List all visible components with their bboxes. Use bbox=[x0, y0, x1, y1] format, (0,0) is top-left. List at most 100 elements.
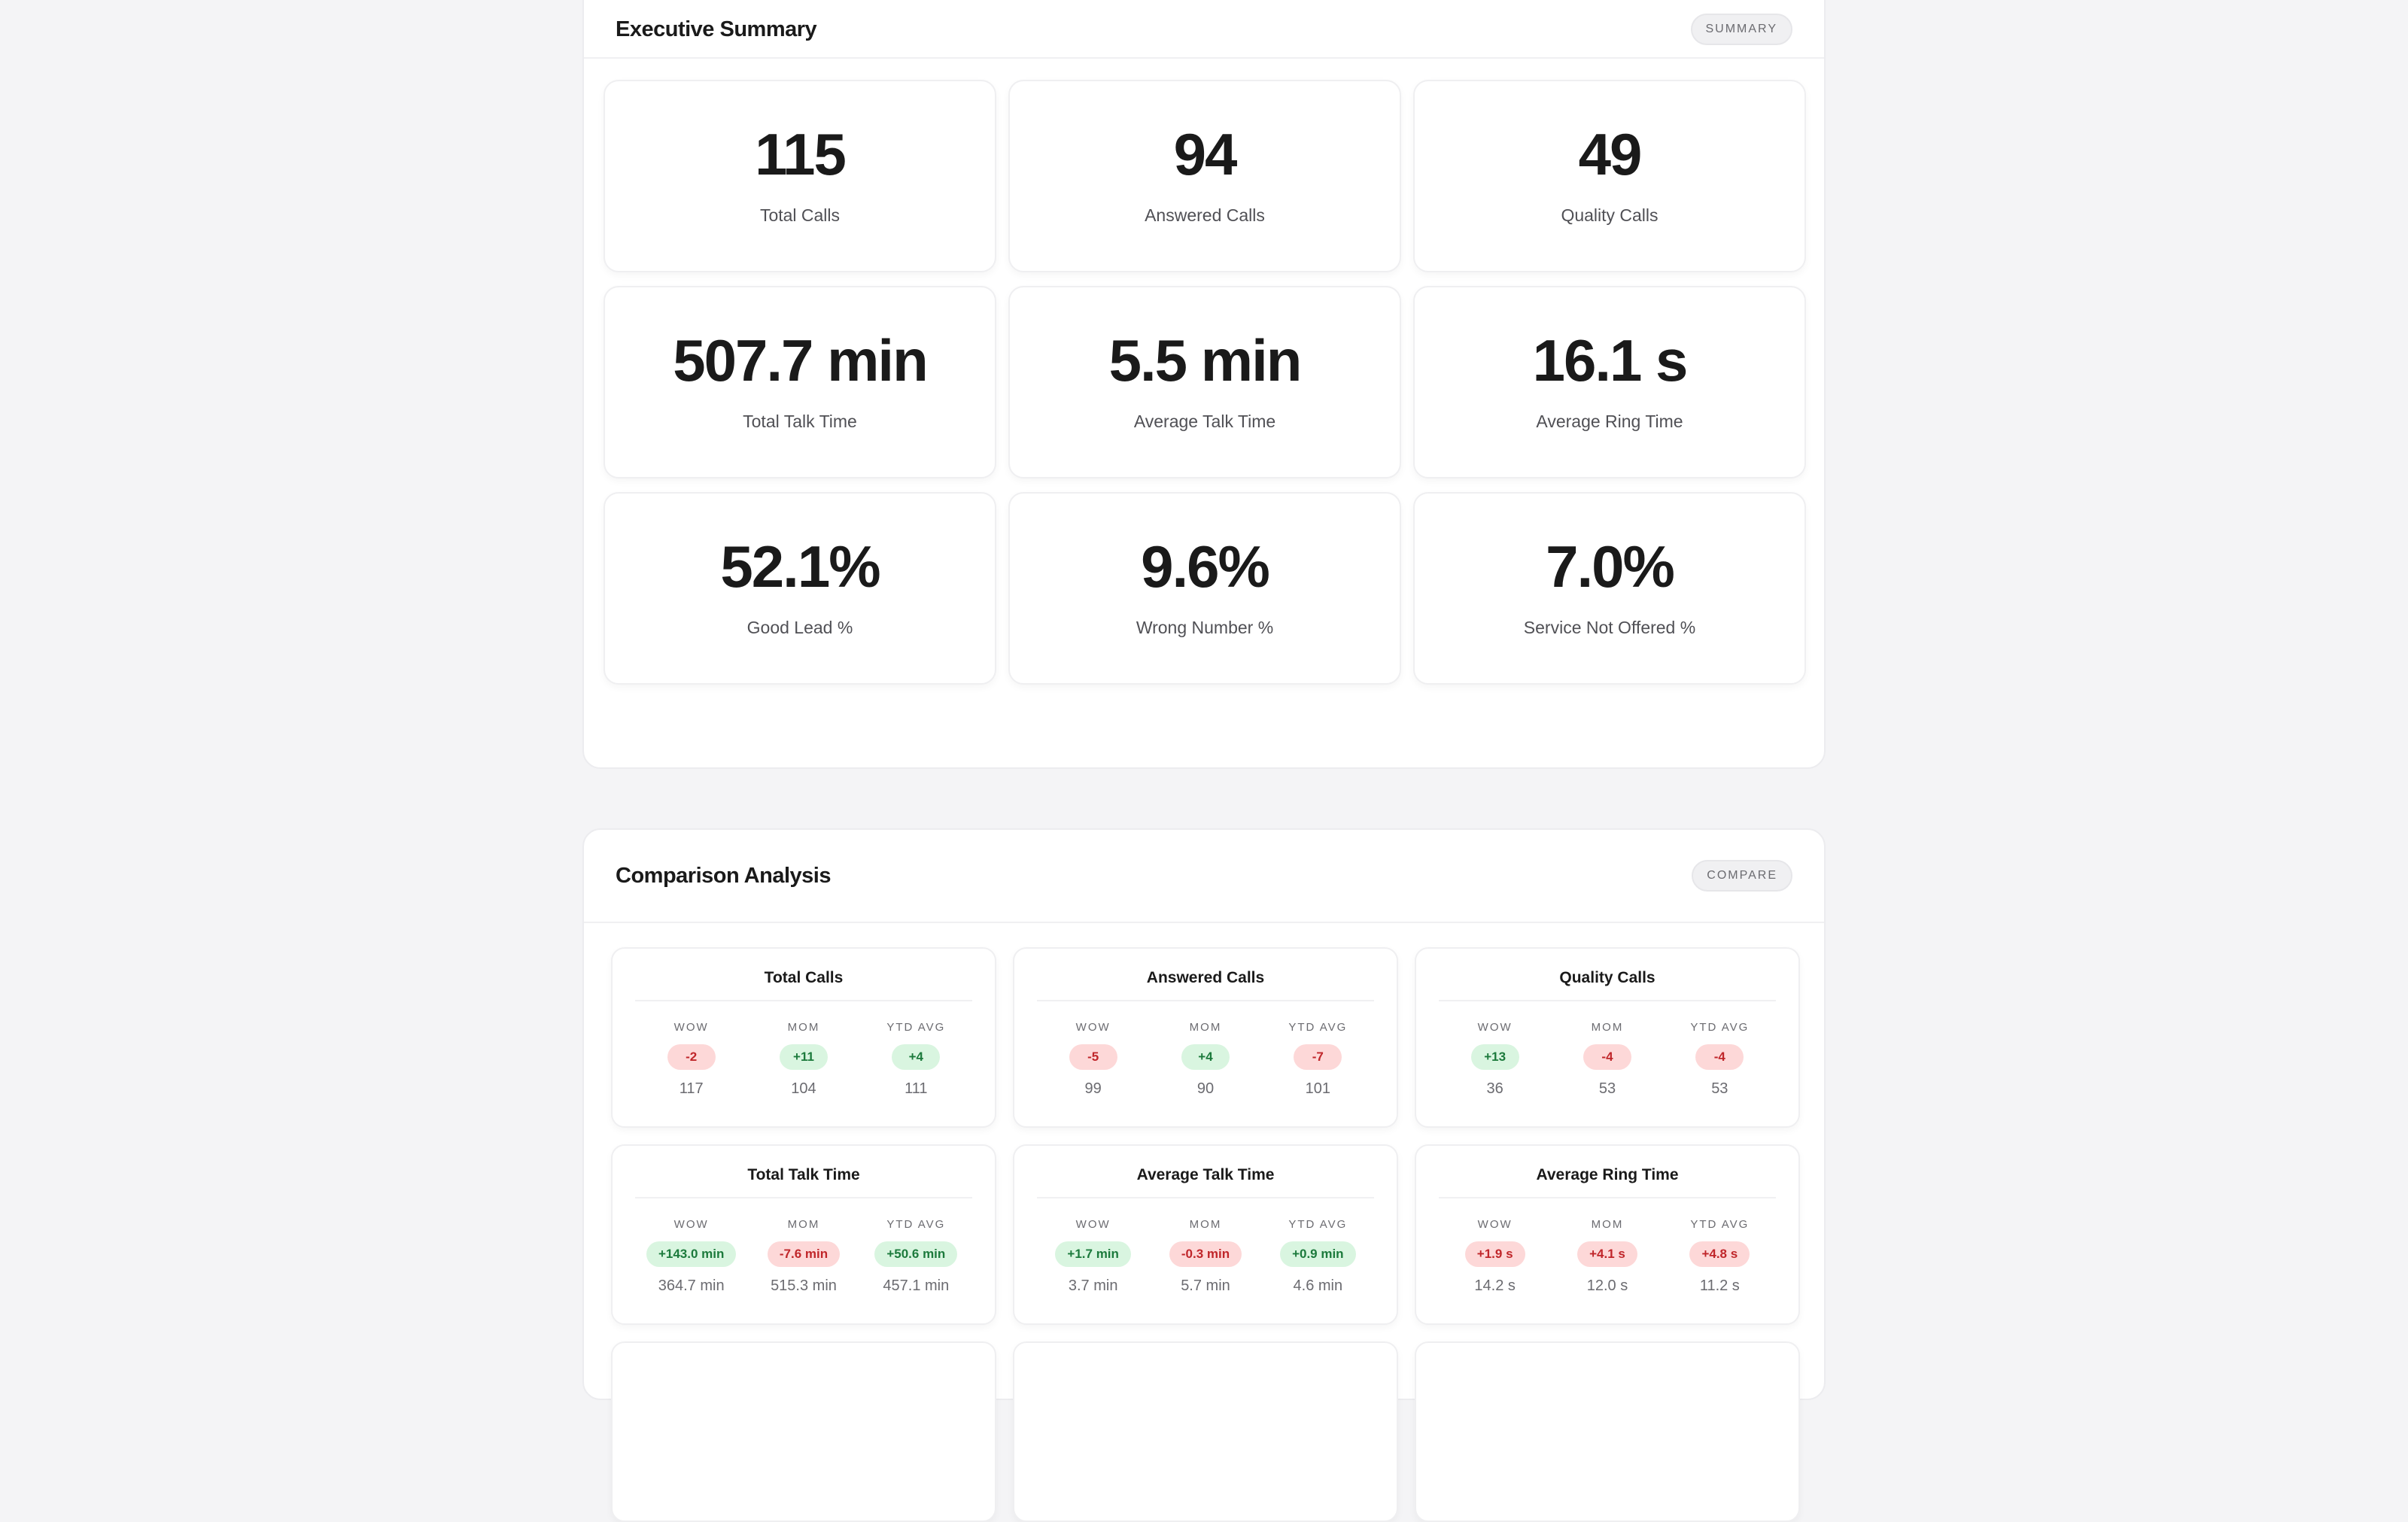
baseline-value: 111 bbox=[905, 1080, 928, 1097]
delta-badge: -7 bbox=[1294, 1044, 1342, 1070]
kpi-label: Average Talk Time bbox=[1133, 412, 1276, 431]
comparison-title: Comparison Analysis bbox=[616, 863, 831, 888]
delta-badge: +0.9 min bbox=[1280, 1241, 1356, 1267]
kpi-card-average-talk-time: 5.5 min Average Talk Time bbox=[1008, 286, 1401, 478]
comparison-card: Average Ring Time WOW +1.9 s 14.2 s MOM +4.1 … bbox=[1415, 1144, 1800, 1325]
period-label: WOW bbox=[673, 1218, 709, 1231]
delta-badge: +143.0 min bbox=[646, 1241, 737, 1267]
kpi-value: 115 bbox=[755, 121, 847, 187]
baseline-value: 53 bbox=[1598, 1080, 1616, 1097]
baseline-value: 99 bbox=[1084, 1080, 1102, 1097]
comparison-card-placeholder bbox=[1013, 1341, 1398, 1522]
kpi-card-total-talk-time: 507.7 min Total Talk Time bbox=[604, 286, 996, 478]
kpi-label: Total Calls bbox=[759, 205, 841, 225]
kpi-value: 16.1 s bbox=[1532, 327, 1689, 393]
comparison-card-title: Quality Calls bbox=[1439, 949, 1776, 1001]
kpi-card-total-calls: 115 Total Calls bbox=[604, 80, 996, 272]
baseline-value: 3.7 min bbox=[1068, 1277, 1118, 1294]
comparison-column: WOW -5 99 bbox=[1037, 1021, 1149, 1098]
kpi-value: 507.7 min bbox=[673, 327, 929, 393]
delta-badge: -7.6 min bbox=[767, 1241, 841, 1267]
delta-badge: +4 bbox=[892, 1044, 941, 1070]
comparison-column: YTD AVG +50.6 min 457.1 min bbox=[860, 1218, 972, 1295]
comparison-column: MOM -0.3 min 5.7 min bbox=[1149, 1218, 1261, 1295]
kpi-value: 49 bbox=[1578, 121, 1643, 187]
comparison-columns: WOW -2 117 MOM +11 104 YTD AVG +4 111 bbox=[635, 1021, 972, 1098]
comparison-card-title: Average Talk Time bbox=[1037, 1146, 1374, 1198]
kpi-label: Average Ring Time bbox=[1536, 412, 1683, 431]
baseline-value: 11.2 s bbox=[1699, 1277, 1740, 1294]
baseline-value: 5.7 min bbox=[1181, 1277, 1230, 1294]
comparison-card: Average Talk Time WOW +1.7 min 3.7 min MOM -0… bbox=[1013, 1144, 1398, 1325]
comparison-card: Total Talk Time WOW +143.0 min 364.7 min MOM… bbox=[611, 1144, 996, 1325]
kpi-value: 5.5 min bbox=[1108, 327, 1303, 393]
delta-badge: -4 bbox=[1695, 1044, 1744, 1070]
period-label: WOW bbox=[1477, 1021, 1513, 1034]
baseline-value: 104 bbox=[791, 1080, 816, 1097]
summary-tag: SUMMARY bbox=[1690, 14, 1792, 45]
delta-badge: +4 bbox=[1181, 1044, 1230, 1070]
comparison-column: YTD AVG -7 101 bbox=[1262, 1021, 1374, 1098]
period-label: WOW bbox=[673, 1021, 709, 1034]
comparison-columns: WOW +1.9 s 14.2 s MOM +4.1 s 12.0 s YTD AVG +4.… bbox=[1439, 1218, 1776, 1295]
comparison-grid: Total Calls WOW -2 117 MOM +11 104 YTD AVG +4 111… bbox=[611, 947, 1800, 1522]
comparison-columns: WOW +1.7 min 3.7 min MOM -0.3 min 5.7 min YTD … bbox=[1037, 1218, 1374, 1295]
kpi-label: Answered Calls bbox=[1145, 205, 1265, 225]
period-label: YTD AVG bbox=[1690, 1218, 1750, 1231]
delta-badge: +50.6 min bbox=[874, 1241, 958, 1267]
kpi-value: 9.6% bbox=[1141, 533, 1270, 600]
period-label: MOM bbox=[787, 1218, 820, 1231]
period-label: MOM bbox=[1189, 1218, 1222, 1231]
comparison-analysis-panel: Comparison Analysis COMPARE Total Calls W… bbox=[582, 828, 1826, 1522]
period-label: YTD AVG bbox=[1288, 1218, 1348, 1231]
kpi-card-good-lead: 52.1% Good Lead % bbox=[604, 492, 996, 685]
baseline-value: 14.2 s bbox=[1474, 1277, 1516, 1294]
kpi-value: 94 bbox=[1173, 121, 1238, 187]
comparison-columns: WOW -5 99 MOM +4 90 YTD AVG -7 101 bbox=[1037, 1021, 1374, 1098]
comparison-column: WOW -2 117 bbox=[635, 1021, 747, 1098]
kpi-card-average-ring-time: 16.1 s Average Ring Time bbox=[1413, 286, 1806, 478]
kpi-label: Total Talk Time bbox=[743, 412, 857, 431]
comparison-column: YTD AVG -4 53 bbox=[1664, 1021, 1776, 1098]
summary-title: Executive Summary bbox=[616, 17, 817, 41]
kpi-label: Good Lead % bbox=[746, 618, 853, 637]
period-label: MOM bbox=[1591, 1021, 1624, 1034]
comparison-column: YTD AVG +4.8 s 11.2 s bbox=[1664, 1218, 1776, 1295]
delta-badge: -0.3 min bbox=[1169, 1241, 1242, 1267]
comparison-column: MOM +4 90 bbox=[1149, 1021, 1261, 1098]
comparison-column: WOW +143.0 min 364.7 min bbox=[635, 1218, 747, 1295]
baseline-value: 12.0 s bbox=[1586, 1277, 1628, 1294]
period-label: WOW bbox=[1075, 1218, 1111, 1231]
comparison-card-title: Total Talk Time bbox=[635, 1146, 972, 1198]
period-label: MOM bbox=[1591, 1218, 1624, 1231]
baseline-value: 515.3 min bbox=[771, 1277, 837, 1294]
executive-summary-panel: Executive Summary SUMMARY 115 Total Call… bbox=[582, 0, 1826, 769]
comparison-column: YTD AVG +4 111 bbox=[860, 1021, 972, 1098]
baseline-value: 457.1 min bbox=[883, 1277, 950, 1294]
baseline-value: 36 bbox=[1486, 1080, 1503, 1097]
comparison-columns: WOW +13 36 MOM -4 53 YTD AVG -4 53 bbox=[1439, 1021, 1776, 1098]
period-label: YTD AVG bbox=[1288, 1021, 1348, 1034]
delta-badge: -2 bbox=[667, 1044, 716, 1070]
comparison-column: WOW +1.7 min 3.7 min bbox=[1037, 1218, 1149, 1295]
comparison-column: WOW +13 36 bbox=[1439, 1021, 1551, 1098]
baseline-value: 117 bbox=[679, 1080, 704, 1097]
comparison-card: Answered Calls WOW -5 99 MOM +4 90 YTD AVG -7 101 bbox=[1013, 947, 1398, 1128]
kpi-label: Quality Calls bbox=[1561, 205, 1659, 225]
period-label: YTD AVG bbox=[886, 1021, 946, 1034]
kpi-card-answered-calls: 94 Answered Calls bbox=[1008, 80, 1401, 272]
delta-badge: -4 bbox=[1583, 1044, 1631, 1070]
comparison-card-title: Total Calls bbox=[635, 949, 972, 1001]
period-label: MOM bbox=[787, 1021, 820, 1034]
period-label: YTD AVG bbox=[886, 1218, 946, 1231]
kpi-value: 52.1% bbox=[720, 533, 880, 600]
kpi-grid: 115 Total Calls 94 Answered Calls 49 Qua… bbox=[604, 80, 1806, 685]
comparison-column: WOW +1.9 s 14.2 s bbox=[1439, 1218, 1551, 1295]
period-label: MOM bbox=[1189, 1021, 1222, 1034]
comparison-column: MOM +4.1 s 12.0 s bbox=[1551, 1218, 1663, 1295]
delta-badge: +4.8 s bbox=[1689, 1241, 1750, 1267]
baseline-value: 53 bbox=[1711, 1080, 1728, 1097]
comparison-column: MOM +11 104 bbox=[747, 1021, 859, 1098]
comparison-tag: COMPARE bbox=[1692, 860, 1792, 892]
kpi-label: Wrong Number % bbox=[1136, 618, 1274, 637]
